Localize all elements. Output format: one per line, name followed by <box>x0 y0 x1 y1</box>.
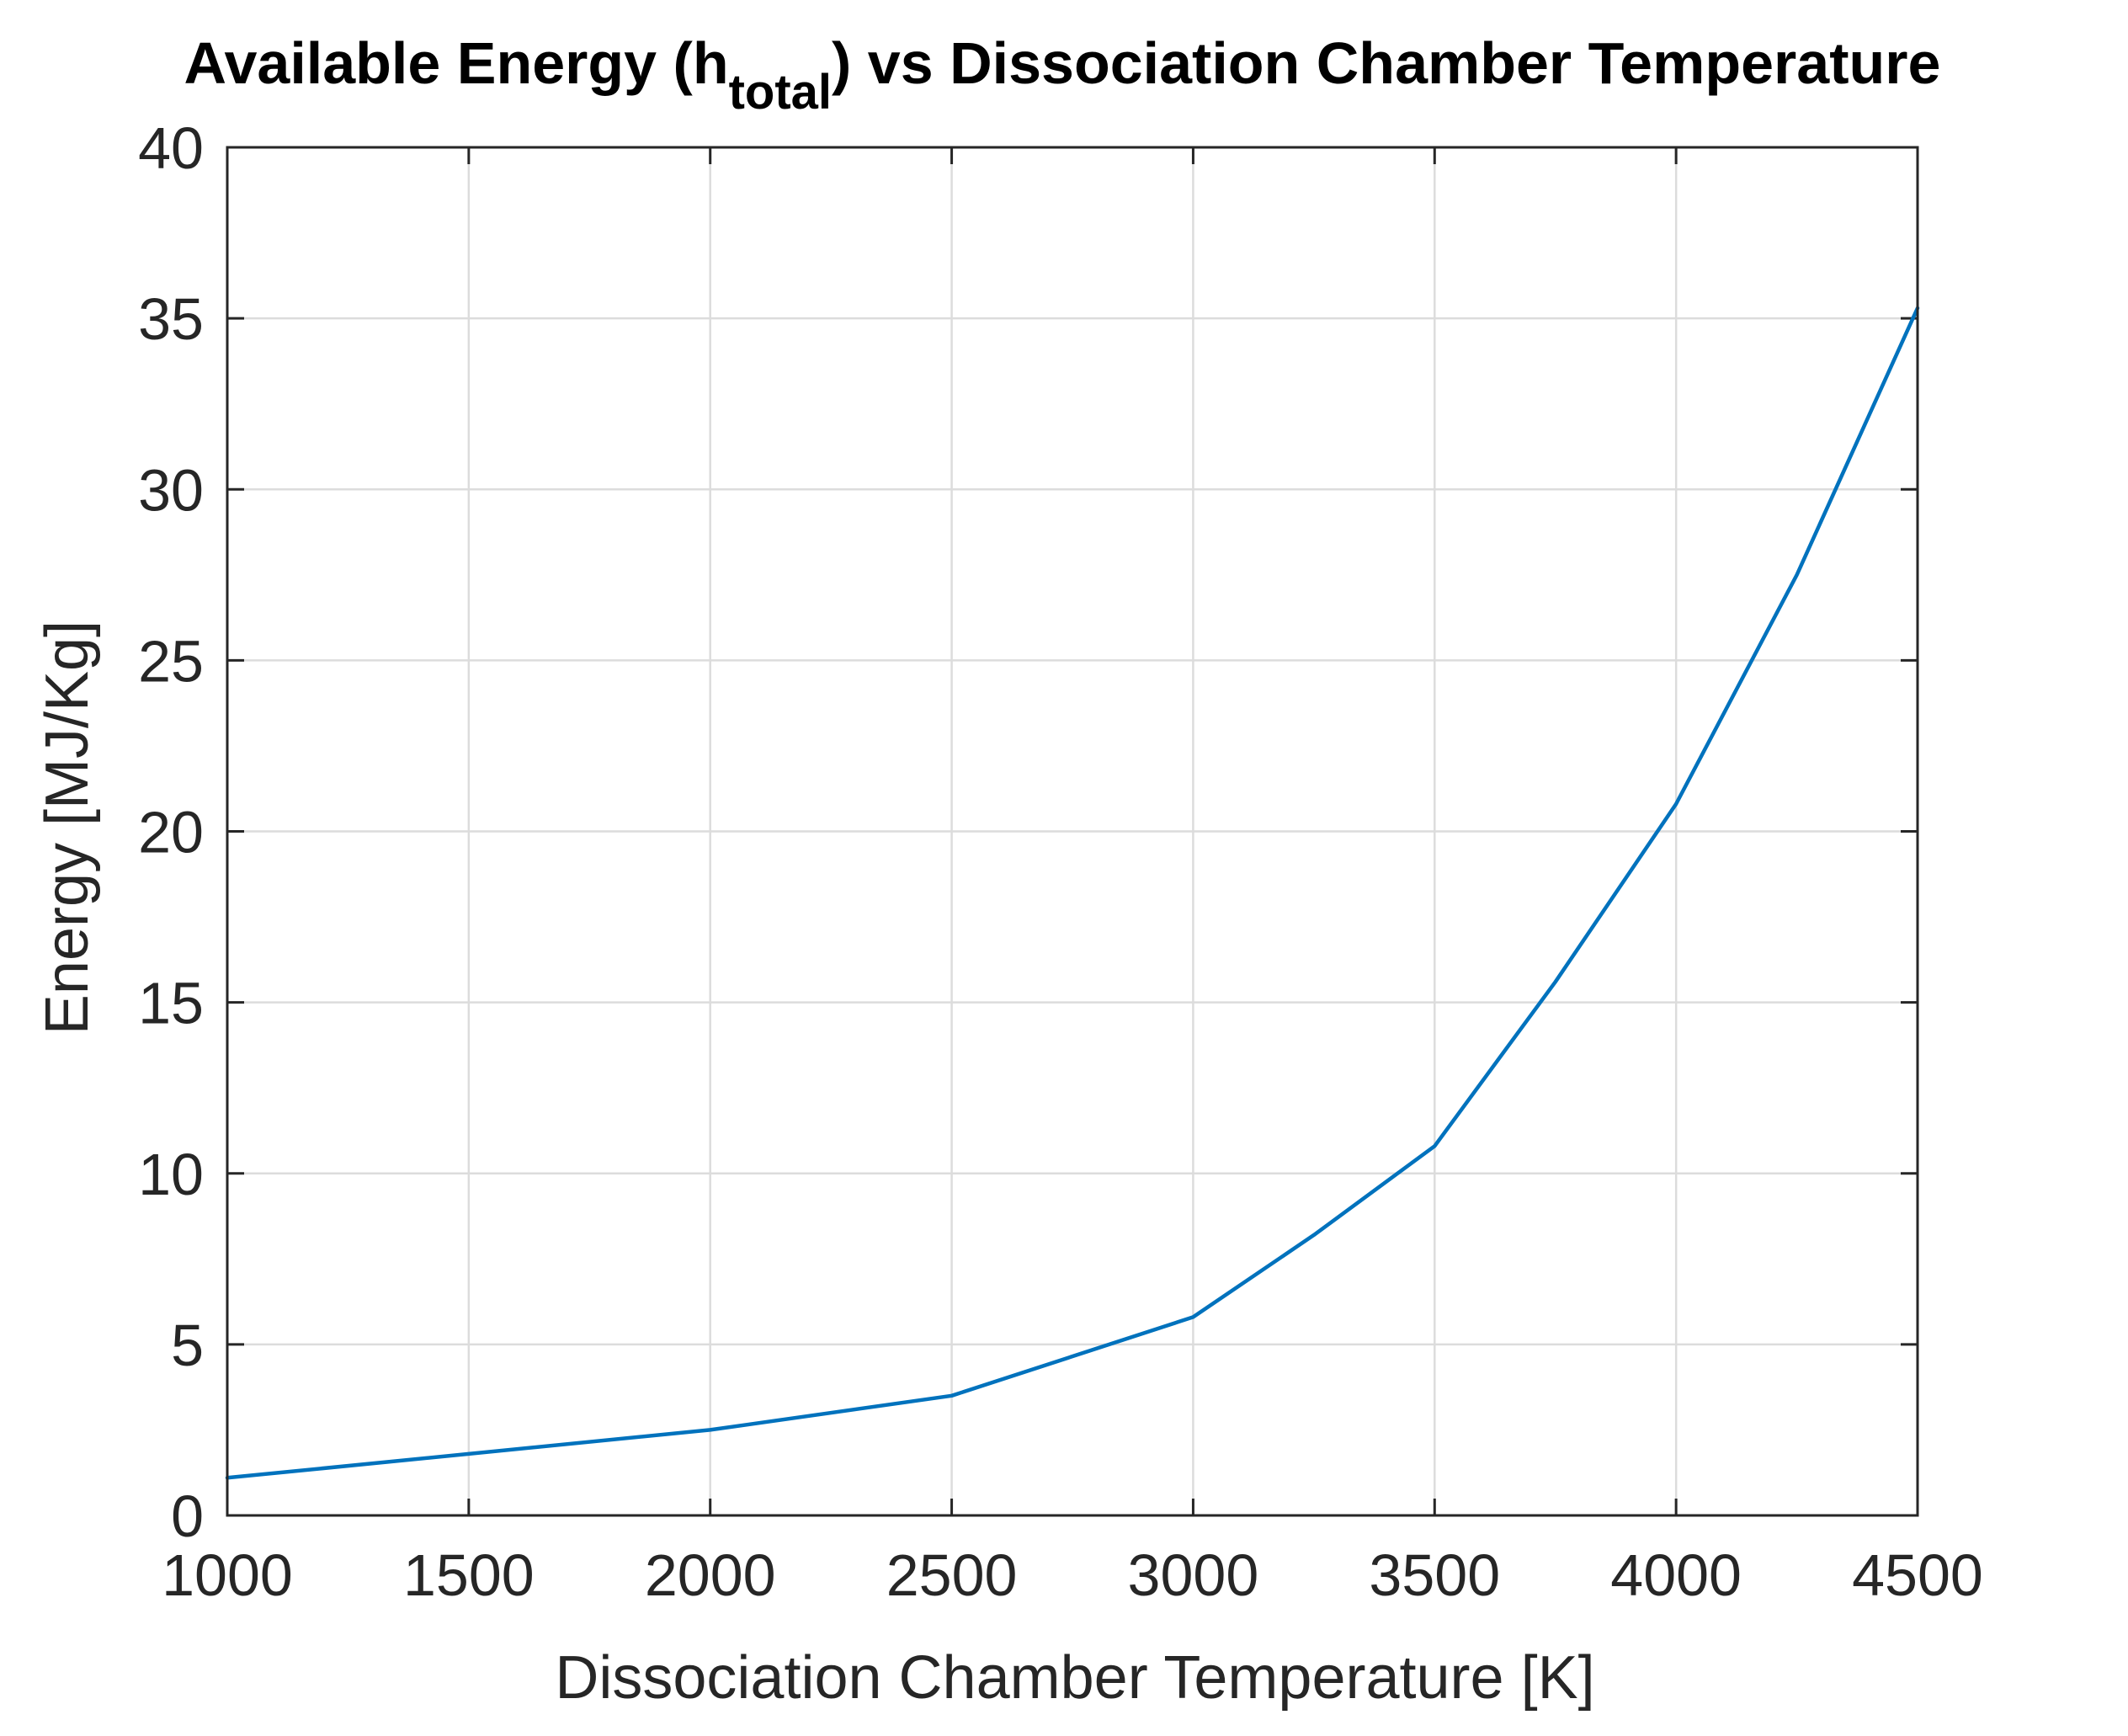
chart-title-prefix: Available Energy (h <box>184 30 729 96</box>
series-line-h_total <box>225 306 1920 1480</box>
y-tick-label: 35 <box>138 286 204 352</box>
y-tick-label: 5 <box>171 1313 204 1378</box>
series-layer <box>225 306 1920 1480</box>
chart-title: Available Energy (htotal) vs Dissociatio… <box>184 30 1941 120</box>
y-tick-label: 15 <box>138 971 204 1036</box>
y-tick-labels: 0 5 10 15 20 25 30 35 40 <box>138 115 204 1549</box>
x-tick-label: 4000 <box>1610 1542 1742 1608</box>
y-tick-label: 25 <box>138 628 204 694</box>
x-tick-label: 2500 <box>886 1542 1018 1608</box>
x-tick-labels: 1000 1500 2000 2500 3000 3500 4000 4500 <box>162 1542 1983 1608</box>
x-axis-label: Dissociation Chamber Temperature [K] <box>555 1644 1594 1712</box>
y-tick-label: 0 <box>171 1483 204 1549</box>
x-tick-label: 3500 <box>1369 1542 1500 1608</box>
x-tick-label: 2000 <box>645 1542 776 1608</box>
y-tick-label: 10 <box>138 1142 204 1207</box>
x-tick-label: 1000 <box>162 1542 293 1608</box>
chart-title-subscript: total <box>729 65 832 120</box>
axes-box <box>226 146 1919 1517</box>
x-tick-label: 3000 <box>1128 1542 1259 1608</box>
y-tick-label: 30 <box>138 457 204 523</box>
chart-title-suffix: ) vs Dissociation Chamber Temperature <box>832 30 1940 96</box>
y-tick-label: 20 <box>138 800 204 865</box>
x-tick-label: 4500 <box>1852 1542 1983 1608</box>
x-tick-label: 1500 <box>403 1542 535 1608</box>
y-tick-label: 40 <box>138 115 204 181</box>
y-axis-label: Energy [MJ/Kg] <box>34 620 101 1035</box>
